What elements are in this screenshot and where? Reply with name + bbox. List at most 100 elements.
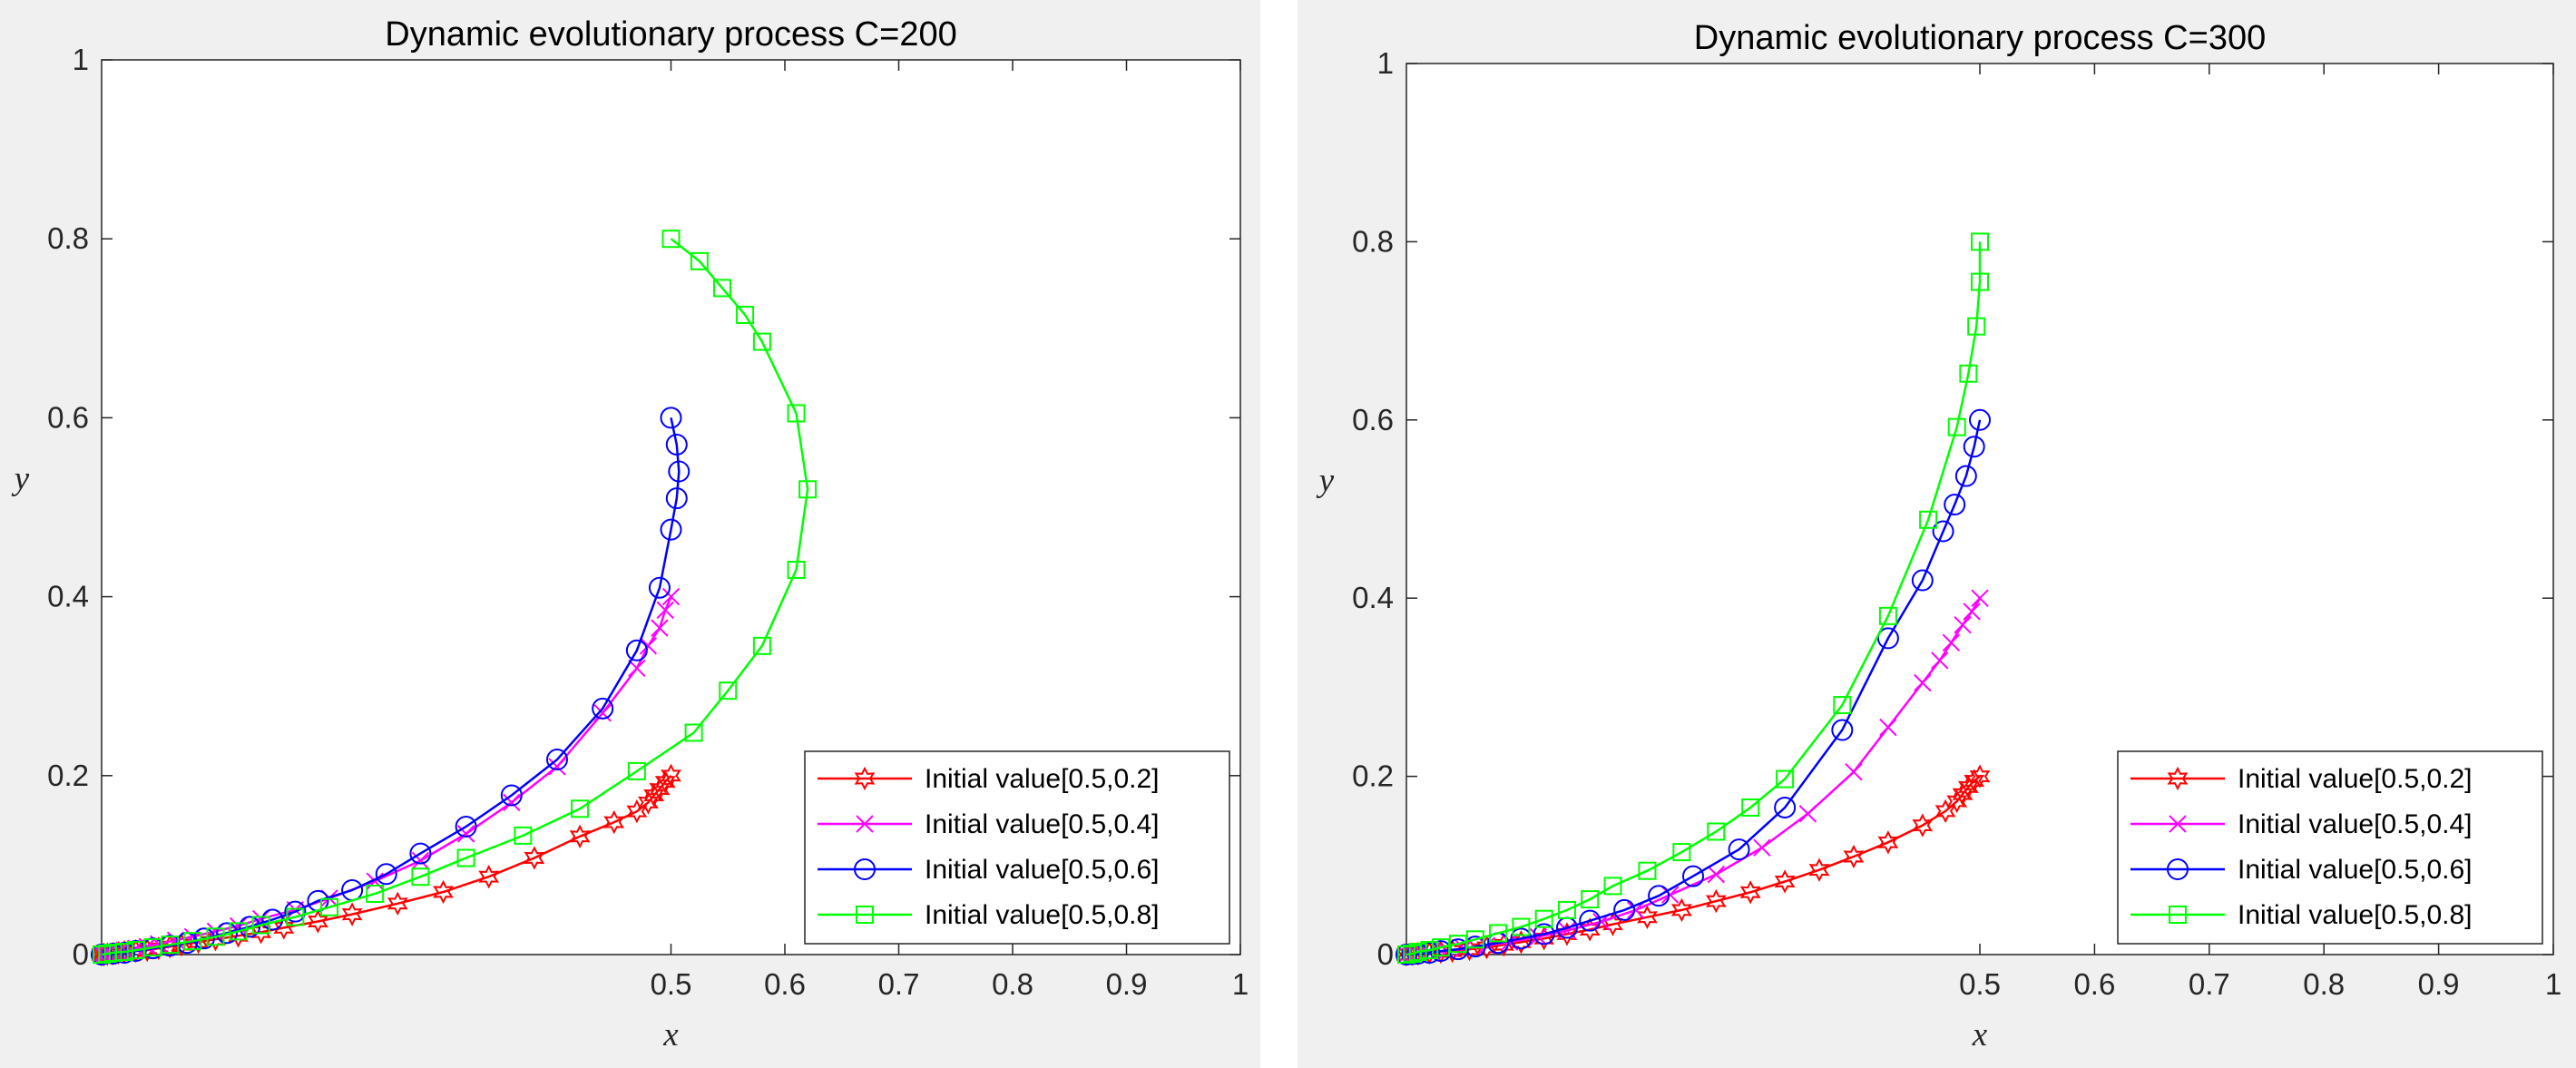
data-point <box>627 761 646 780</box>
data-point <box>1776 769 1795 789</box>
data-point <box>1705 888 1727 914</box>
data-point <box>1845 762 1863 781</box>
data-point <box>1408 943 1427 962</box>
data-point <box>1529 927 1548 946</box>
data-point <box>1489 924 1508 943</box>
data-point <box>1952 782 1974 807</box>
data-point <box>1753 838 1771 857</box>
data-point <box>320 897 338 916</box>
x-axis-label: x <box>662 1016 679 1053</box>
data-point <box>661 230 681 249</box>
data-point <box>1728 838 1750 861</box>
data-point <box>1963 603 1981 621</box>
legend-label: Initial value[0.5,0.2] <box>925 764 1160 794</box>
data-point <box>656 601 674 620</box>
data-point <box>500 784 523 807</box>
data-point <box>1876 627 1899 650</box>
x-tick-label: 0.8 <box>2303 967 2345 1001</box>
y-tick-label: 0 <box>73 937 89 971</box>
y-tick-label: 0.2 <box>47 759 89 792</box>
data-point <box>1808 857 1830 882</box>
y-tick-label: 0 <box>1377 937 1394 971</box>
data-point <box>183 932 202 951</box>
data-point <box>569 824 591 848</box>
data-point <box>668 460 691 483</box>
series-line <box>101 238 809 956</box>
data-point <box>1931 652 1949 670</box>
legend-label: Initial value[0.5,0.8] <box>2238 900 2473 930</box>
data-point <box>1942 633 1961 652</box>
data-point <box>571 799 590 818</box>
x-tick-label: 0.7 <box>878 967 920 1001</box>
data-point <box>503 793 521 812</box>
legend-marker <box>856 906 874 924</box>
data-point <box>455 816 477 838</box>
data-point <box>1911 569 1934 592</box>
data-point <box>626 799 648 824</box>
data-point <box>712 279 731 298</box>
x-tick-label: 0.6 <box>764 967 806 1001</box>
data-point <box>1959 364 1978 383</box>
data-point <box>1947 417 1966 436</box>
data-point <box>660 407 682 429</box>
data-point <box>1879 718 1897 737</box>
data-point <box>661 763 681 788</box>
y-tick-label: 1 <box>1377 46 1394 80</box>
legend-item: Initial value[0.5,0.2] <box>2130 764 2473 794</box>
data-point <box>456 848 475 867</box>
chart-panel-left: Dynamic evolutionary process C=200 0 0.2 0.… <box>0 0 1260 1068</box>
y-tick-label: 0.4 <box>1352 581 1394 614</box>
legend-item: Initial value[0.5,0.4] <box>818 809 1160 839</box>
chart-title: Dynamic evolutionary process C=300 <box>1694 19 2266 57</box>
data-point <box>649 777 671 801</box>
data-point <box>1774 796 1797 818</box>
data-point <box>639 637 658 655</box>
data-point <box>409 842 432 865</box>
data-point <box>1971 272 1989 291</box>
data-point <box>1661 886 1680 904</box>
data-point <box>625 639 648 661</box>
data-point <box>798 480 818 499</box>
y-tick-label: 1 <box>73 43 89 76</box>
data-point <box>1581 890 1600 909</box>
data-point <box>665 433 688 456</box>
chart-c200: Dynamic evolutionary process C=200 0 0.2 0.… <box>11 15 1249 1053</box>
data-point <box>643 783 665 808</box>
data-point <box>1670 897 1692 923</box>
data-point <box>603 809 625 835</box>
data-point <box>341 902 363 926</box>
data-point <box>1707 822 1726 841</box>
x-tick-label: 0.5 <box>651 967 692 1001</box>
data-point <box>1912 813 1934 838</box>
data-point <box>787 561 806 580</box>
series-4 <box>93 230 818 964</box>
data-point <box>1682 865 1704 887</box>
x-tick-label: 0.5 <box>1959 967 2001 1001</box>
data-point <box>411 867 430 887</box>
y-tick-label: 0.4 <box>47 580 89 613</box>
data-point <box>684 723 703 742</box>
data-point <box>1464 936 1486 958</box>
data-point <box>1967 317 1986 336</box>
data-point <box>1971 232 1989 251</box>
y-axis-label: y <box>1316 462 1335 499</box>
legend-item: Initial value[0.5,0.4] <box>2130 809 2473 839</box>
data-point <box>1877 830 1899 855</box>
x-tick-label: 0.9 <box>1106 967 1148 1001</box>
data-point <box>1963 436 1985 458</box>
data-point <box>366 884 385 903</box>
data-point <box>239 916 261 938</box>
chart-title: Dynamic evolutionary process C=200 <box>385 15 956 54</box>
y-tick-label: 0.6 <box>1352 403 1394 436</box>
legend: Initial value[0.5,0.2] Initial value[0.5,… <box>2117 750 2543 945</box>
data-point <box>548 758 566 776</box>
legend-label: Initial value[0.5,0.6] <box>2238 855 2473 885</box>
data-point <box>93 946 111 964</box>
data-point <box>1638 861 1657 880</box>
legend-label: Initial value[0.5,0.4] <box>2238 809 2473 839</box>
series-line <box>1406 241 1982 956</box>
series-3 <box>1396 408 1991 965</box>
legend-marker <box>2169 906 2187 924</box>
data-point <box>665 487 688 510</box>
data-point <box>1672 843 1691 862</box>
